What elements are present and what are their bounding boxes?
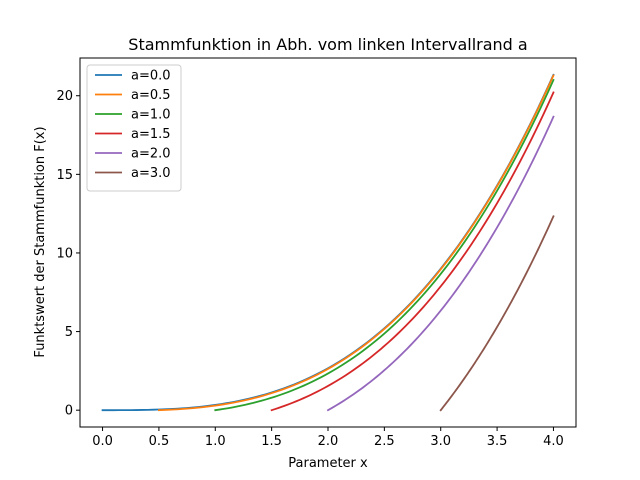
- x-axis-label: Parameter x: [288, 456, 368, 471]
- x-tick-label: 3.0: [430, 434, 451, 449]
- series-line-2: [214, 78, 555, 412]
- x-tick-label: 2.0: [318, 434, 339, 449]
- series-layer: [101, 73, 555, 412]
- legend-box: [86, 64, 182, 192]
- x-tick-label: 2.5: [374, 434, 395, 449]
- y-tick-label: 15: [56, 168, 73, 183]
- x-axis: 0.0 0.5 1.0 1.5 2.0 2.5 3.0 3.5 4.0: [92, 427, 564, 449]
- legend-label-1: a=0.5: [131, 88, 171, 103]
- x-tick-label: 0.0: [92, 434, 113, 449]
- y-axis-label: Funktswert der Stammfunktion F(x): [33, 126, 48, 357]
- x-tick-label: 1.5: [261, 434, 282, 449]
- y-tick-label: 5: [65, 325, 73, 340]
- legend-label-3: a=1.5: [131, 127, 171, 142]
- y-tick-label: 10: [56, 246, 73, 261]
- y-axis: 0 5 10 15 20: [56, 89, 80, 419]
- series-line-3: [270, 91, 555, 412]
- legend-label-0: a=0.0: [131, 69, 171, 84]
- legend-label-2: a=1.0: [131, 108, 171, 123]
- series-line-1: [157, 74, 555, 412]
- chart-title: Stammfunktion in Abh. vom linken Interva…: [128, 35, 527, 54]
- series-line-5: [439, 215, 555, 412]
- legend: a=0.0 a=0.5 a=1.0 a=1.5 a=2.0 a=3.0: [86, 64, 182, 192]
- legend-label-5: a=3.0: [131, 166, 171, 181]
- y-tick-label: 20: [56, 89, 73, 104]
- x-tick-label: 3.5: [487, 434, 508, 449]
- x-tick-label: 4.0: [543, 434, 564, 449]
- series-line-4: [326, 115, 555, 412]
- legend-label-4: a=2.0: [131, 147, 171, 162]
- x-tick-label: 1.0: [205, 434, 226, 449]
- y-tick-label: 0: [65, 404, 73, 419]
- x-tick-label: 0.5: [149, 434, 170, 449]
